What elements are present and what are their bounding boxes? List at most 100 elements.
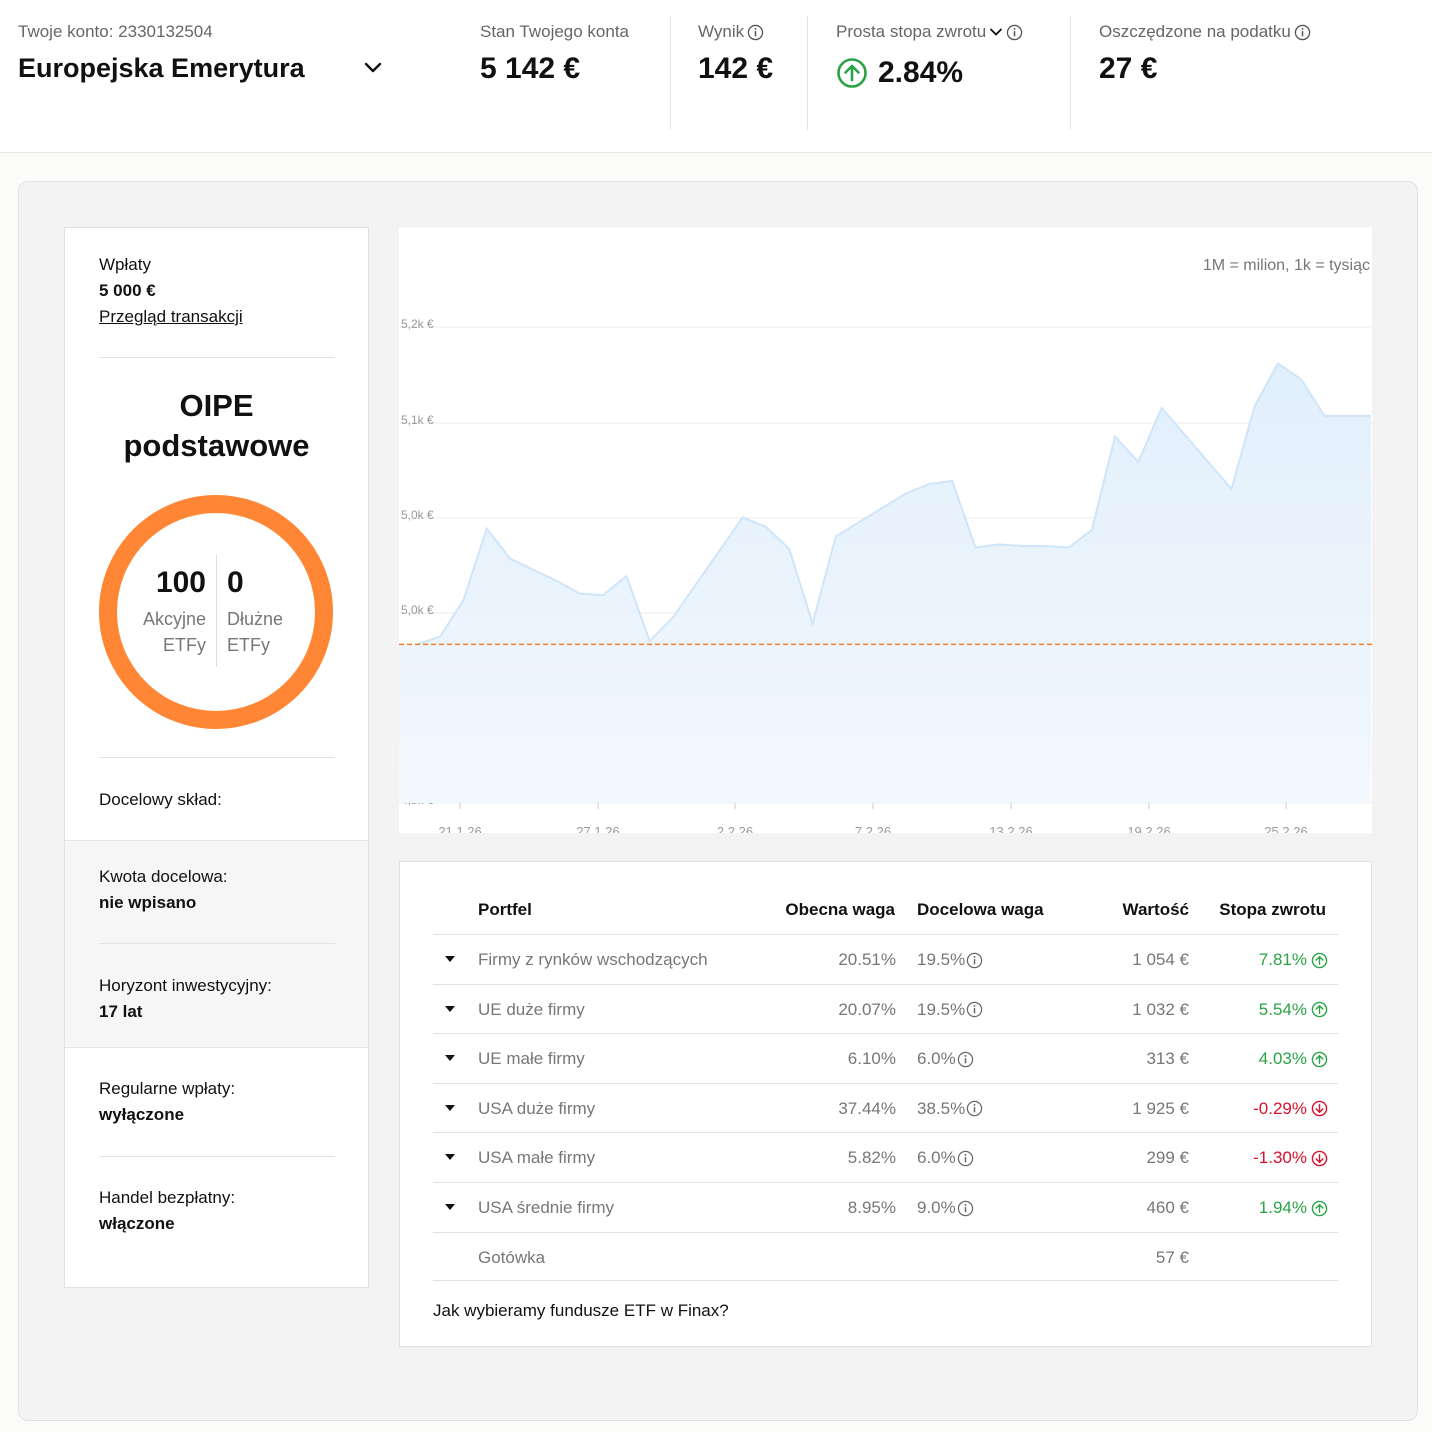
info-icon[interactable] xyxy=(957,1150,974,1167)
table-row[interactable]: UE małe firmy 6.10% 6.0% 313 € 4.03% xyxy=(433,1033,1338,1083)
col-header-target-weight: Docelowa waga xyxy=(917,900,1044,919)
divider xyxy=(99,943,335,944)
expand-caret-icon[interactable] xyxy=(445,956,455,962)
fund-return: -1.30% xyxy=(1253,1148,1328,1168)
equity-value: 100 xyxy=(155,566,206,599)
divider xyxy=(1070,16,1071,130)
x-tick-label: 21.1.26 xyxy=(438,824,481,833)
fund-value: 1 032 € xyxy=(1132,999,1189,1019)
info-icon[interactable] xyxy=(966,1001,983,1018)
strategy-type: podstawowe xyxy=(123,428,310,463)
deposits-value: 5 000 € xyxy=(99,281,156,300)
cash-value: 57 € xyxy=(1155,1247,1189,1267)
target-weight: 38.5% xyxy=(917,1099,983,1119)
info-icon[interactable] xyxy=(747,24,764,41)
chart-canvas[interactable]: 5,2k €5,1k €5,0k €5,0k €5,0k €4,9k €21.1… xyxy=(399,227,1372,833)
divider xyxy=(670,16,671,130)
portfolio-table: Portfel Obecna waga Docelowa waga Wartoś… xyxy=(399,861,1372,1347)
divider xyxy=(807,16,808,130)
regular-deposits-value[interactable]: wyłączone xyxy=(99,1105,185,1124)
expand-caret-icon[interactable] xyxy=(445,1154,455,1161)
arrow-up-circle-icon xyxy=(1311,1001,1328,1018)
bond-value: 0 xyxy=(227,566,244,599)
current-weight: 20.51% xyxy=(838,950,896,969)
table-row[interactable]: USA małe firmy 5.82% 6.0% 299 € -1.30% xyxy=(433,1132,1338,1182)
expand-caret-icon[interactable] xyxy=(445,1005,455,1012)
target-composition-label: Docelowy skład: xyxy=(99,790,222,809)
table-row[interactable]: USA duże firmy 37.44% 38.5% 1 925 € -0.29% xyxy=(433,1082,1338,1133)
x-tick-label: 13.2.26 xyxy=(989,824,1032,833)
current-weight: 6.10% xyxy=(847,1049,896,1069)
arrow-up-circle-icon xyxy=(1311,1051,1328,1067)
expand-caret-icon[interactable] xyxy=(445,1055,455,1062)
fund-name: Firmy z rynków wschodzących xyxy=(478,950,708,969)
portfolio-summary-card: Wpłaty 5 000 € Przegląd transakcji OIPE … xyxy=(64,227,369,1288)
fund-value: 299 € xyxy=(1146,1148,1189,1168)
chevron-down-icon[interactable] xyxy=(989,25,1003,39)
fund-return: 7.81% xyxy=(1259,950,1328,970)
info-icon[interactable] xyxy=(966,952,983,969)
account-name[interactable]: Europejska Emerytura xyxy=(18,53,305,83)
etf-selection-link[interactable]: Jak wybieramy fundusze ETF w Finax? xyxy=(433,1301,729,1320)
fund-return: -0.29% xyxy=(1253,1099,1328,1119)
target-amount-label: Kwota docelowa: xyxy=(99,867,228,886)
horizon-value[interactable]: 17 lat xyxy=(99,1002,143,1021)
arrow-up-circle-icon xyxy=(1311,952,1328,968)
x-tick-label: 7.2.26 xyxy=(855,824,891,833)
free-trade-value[interactable]: włączone xyxy=(99,1214,175,1233)
fund-value: 313 € xyxy=(1146,1049,1189,1069)
fund-name: USA małe firmy xyxy=(478,1148,596,1168)
divider xyxy=(99,357,335,358)
info-icon[interactable] xyxy=(1006,24,1023,41)
free-trade-label: Handel bezpłatny: xyxy=(99,1188,236,1207)
balance-value: 5 142 € xyxy=(480,52,581,85)
account-number-label: Twoje konto: 2330132504 xyxy=(18,22,213,41)
chart-unit-note: 1M = milion, 1k = tysiąc xyxy=(1203,257,1370,274)
arrow-up-circle-icon xyxy=(1311,1200,1328,1216)
y-tick-label: 5,0k € xyxy=(401,508,434,522)
table-row[interactable]: Firmy z rynków wschodzących 20.51% 19.5% 1 … xyxy=(433,934,1338,984)
table-row[interactable]: USA średnie firmy 8.95% 9.0% 460 € 1.94% xyxy=(433,1182,1338,1232)
tax-saved-value: 27 € xyxy=(1099,52,1158,85)
x-tick-label: 25.2.26 xyxy=(1264,824,1307,833)
x-tick-label: 27.1.26 xyxy=(576,824,619,833)
target-weight: 6.0% xyxy=(917,1148,974,1168)
strategy-name: OIPE xyxy=(179,388,254,423)
deposits-label: Wpłaty xyxy=(99,255,151,274)
fund-return: 1.94% xyxy=(1259,1198,1328,1218)
info-icon[interactable] xyxy=(966,1100,983,1117)
return-label[interactable]: Prosta stopa zwrotu xyxy=(836,22,987,41)
result-label: Wynik xyxy=(698,22,745,41)
balance-label: Stan Twojego konta xyxy=(480,22,630,41)
info-icon[interactable] xyxy=(1294,24,1311,41)
divider xyxy=(99,757,335,758)
table-row[interactable]: UE duże firmy 20.07% 19.5% 1 032 € 5.54% xyxy=(433,983,1338,1034)
transactions-link[interactable]: Przegląd transakcji xyxy=(99,307,243,326)
col-header-value: Wartość xyxy=(1122,900,1189,919)
current-weight: 37.44% xyxy=(838,1098,896,1118)
fund-name: USA duże firmy xyxy=(478,1098,596,1118)
chevron-down-icon[interactable] xyxy=(360,58,386,78)
expand-caret-icon[interactable] xyxy=(445,1204,455,1210)
target-weight: 6.0% xyxy=(917,1049,974,1069)
info-icon[interactable] xyxy=(957,1051,974,1068)
allocation-donut xyxy=(99,495,333,729)
tax-saved-label: Oszczędzone na podatku xyxy=(1099,22,1291,41)
series-area xyxy=(399,363,1371,803)
portfolio-value-chart[interactable]: 5,2k €5,1k €5,0k €5,0k €5,0k €4,9k €21.1… xyxy=(399,227,1372,833)
fund-value: 1 925 € xyxy=(1132,1098,1189,1118)
horizon-label: Horyzont inwestycyjny: xyxy=(99,976,272,995)
result-value: 142 € xyxy=(698,52,774,85)
x-tick-label: 19.2.26 xyxy=(1127,824,1170,833)
target-amount-value[interactable]: nie wpisano xyxy=(99,893,197,912)
strategy-title: OIPE podstawowe xyxy=(65,386,368,466)
expand-caret-icon[interactable] xyxy=(445,1104,455,1111)
fund-name: UE duże firmy xyxy=(478,999,585,1019)
divider xyxy=(216,555,217,667)
bond-label: Dłużne ETFy xyxy=(227,609,284,655)
arrow-up-circle-icon xyxy=(837,58,867,88)
x-tick-label: 2.2.26 xyxy=(717,824,753,833)
fund-name: USA średnie firmy xyxy=(478,1198,615,1217)
return-value: 2.84% xyxy=(878,56,964,89)
info-icon[interactable] xyxy=(957,1200,974,1217)
